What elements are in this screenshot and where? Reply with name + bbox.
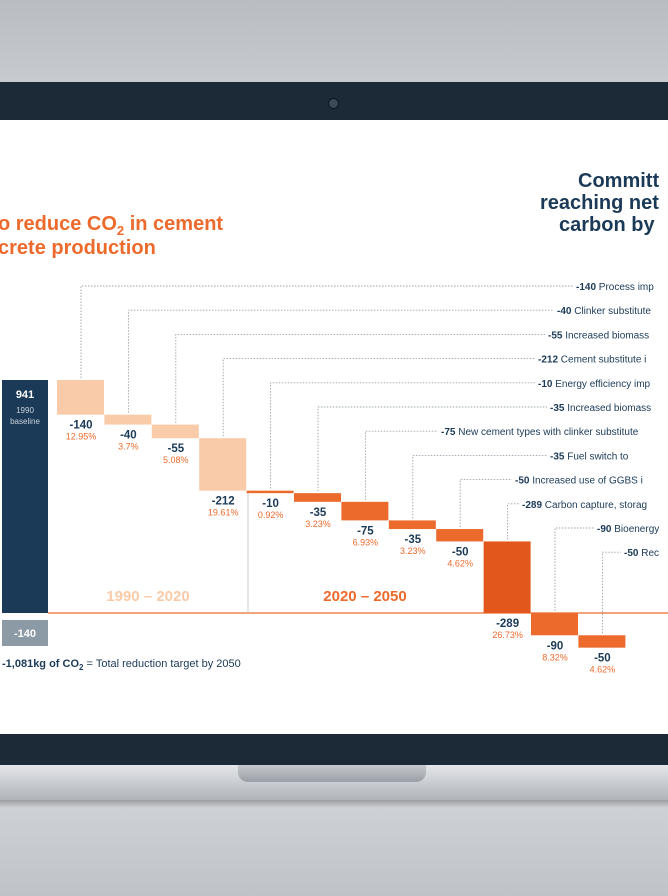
waterfall-bar-8: [388, 520, 436, 530]
waterfall-chart: o reduce CO2 in cement crete production …: [0, 170, 668, 675]
background-bottom: [0, 800, 668, 896]
baseline-bar: [2, 380, 48, 613]
pct-label-8: 3.23%: [400, 546, 426, 556]
pct-label-11: 8.32%: [542, 652, 568, 662]
value-label-12: -50: [594, 653, 611, 665]
value-label-8: -35: [404, 534, 421, 546]
value-label-11: -90: [547, 640, 564, 652]
leader-line-5: [270, 382, 535, 489]
leader-line-3: [175, 333, 545, 423]
step-label-3: -55 Increased biomass: [548, 330, 649, 341]
title-left-line2: crete production: [0, 237, 156, 259]
value-label-1: -140: [69, 420, 92, 432]
step-label-9: -50 Increased use of GGBS i: [515, 476, 643, 487]
step-label-12: -50 Rec: [624, 548, 659, 559]
pct-label-1: 12.95%: [66, 432, 97, 442]
value-label-7: -75: [357, 525, 374, 537]
period-label-2020-2050: 2020 – 2050: [323, 588, 406, 605]
waterfall-bar-9: [436, 529, 484, 542]
title-right-line1: Committ: [578, 170, 659, 192]
leader-line-4: [222, 358, 535, 437]
pct-label-3: 5.08%: [163, 455, 189, 465]
laptop-screen: o reduce CO2 in cement crete production …: [0, 120, 668, 734]
waterfall-bar-4: [199, 438, 247, 491]
leader-line-6: [317, 406, 547, 492]
waterfall-bar-5: [246, 490, 294, 494]
leader-line-7: [364, 430, 438, 500]
base-shadow: [0, 800, 668, 808]
leader-line-11: [554, 527, 594, 611]
pct-label-7: 6.93%: [353, 537, 379, 547]
value-label-3: -55: [167, 443, 184, 455]
value-label-4: -212: [212, 496, 235, 508]
period-label-1990-2020: 1990 – 2020: [106, 588, 189, 605]
step-label-4: -212 Cement substitute i: [538, 355, 646, 366]
step-label-6: -35 Increased biomass: [550, 403, 651, 414]
value-label-9: -50: [452, 546, 469, 558]
waterfall-bar-7: [341, 501, 389, 521]
step-label-1: -140 Process imp: [576, 282, 654, 293]
step-label-2: -40 Clinker substitute: [557, 306, 651, 317]
waterfall-bar-11: [531, 613, 578, 636]
value-label-10: -289: [496, 618, 519, 630]
step-label-10: -289 Carbon capture, storag: [522, 500, 647, 511]
webcam-icon: [328, 98, 339, 109]
step-label-11: -90 Bioenergy: [597, 524, 659, 535]
pct-label-5: 0.92%: [258, 510, 284, 520]
title-right-line2: reaching net: [540, 192, 659, 214]
value-label-5: -10: [262, 498, 279, 510]
leader-line-12: [601, 551, 621, 634]
baseline-value: 941: [16, 389, 34, 401]
baseline-label-text: baseline: [10, 417, 40, 426]
value-label-2: -40: [120, 430, 137, 442]
leader-line-9: [459, 479, 512, 528]
leader-line-2: [127, 309, 554, 413]
pct-label-4: 19.61%: [208, 508, 239, 518]
pct-label-6: 3.23%: [305, 519, 331, 529]
title-left-line1: o reduce CO2 in cement: [0, 213, 223, 238]
title-right-line3: carbon by: [559, 214, 655, 236]
leader-line-1: [80, 285, 573, 378]
footer-text: -1,081kg of CO2 = Total reduction target…: [2, 658, 241, 672]
remaining-bar: [2, 620, 48, 646]
waterfall-bar-2: [104, 414, 152, 425]
baseline-label-year: 1990: [16, 406, 34, 415]
step-label-7: -75 New cement types with clinker substi…: [441, 427, 639, 438]
waterfall-bar-12: [578, 635, 626, 648]
leader-line-10: [507, 503, 519, 540]
waterfall-bar-1: [57, 380, 104, 415]
waterfall-bar-10: [483, 541, 531, 613]
waterfall-bar-6: [294, 493, 341, 502]
remaining-value: -140: [14, 628, 36, 640]
pct-label-2: 3.7%: [118, 442, 139, 452]
step-label-5: -10 Energy efficiency imp: [538, 379, 651, 390]
step-label-8: -35 Fuel switch to: [550, 451, 629, 462]
pct-label-12: 4.62%: [590, 665, 616, 675]
pct-label-9: 4.62%: [447, 558, 473, 568]
waterfall-bar-3: [151, 424, 199, 439]
pct-label-10: 26.73%: [492, 630, 523, 640]
laptop-notch: [238, 765, 426, 782]
background-top: [0, 0, 668, 90]
value-label-6: -35: [310, 507, 327, 519]
